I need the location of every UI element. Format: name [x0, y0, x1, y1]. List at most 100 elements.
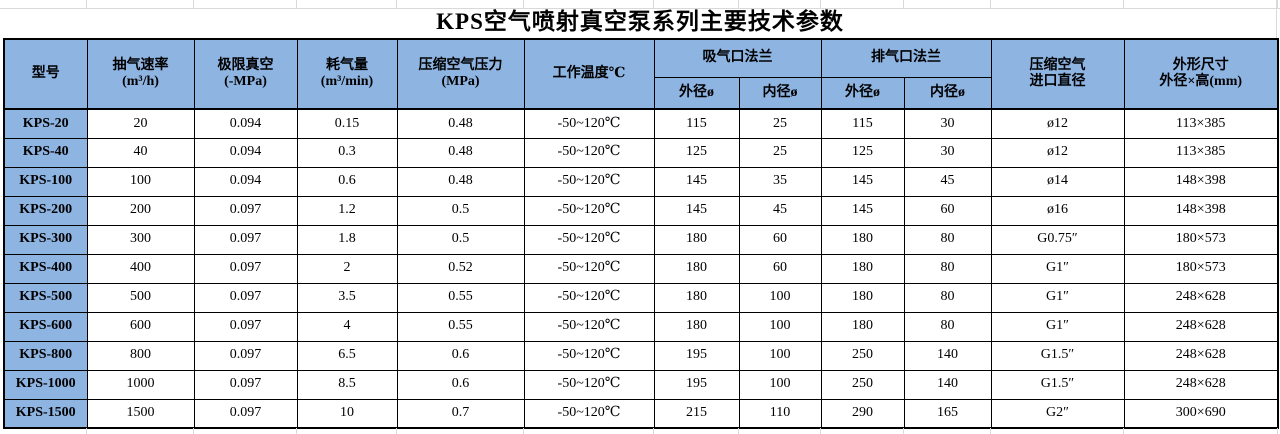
gridline — [738, 0, 739, 8]
cell-ultimate-vacuum: 0.097 — [193, 253, 298, 284]
cell-air-consumption: 2 — [296, 253, 398, 284]
cell-exhaust-inner-dia: 140 — [903, 369, 992, 400]
cell-exhaust-inner-dia: 30 — [903, 137, 992, 168]
cell-model: KPS-1500 — [3, 398, 88, 429]
gridline — [990, 0, 991, 8]
cell-dimensions: 300×690 — [1123, 398, 1279, 429]
cell-exhaust-outer-dia: 115 — [820, 108, 905, 139]
table-row: KPS-600 600 0.097 4 0.55 -50~120℃ 180 100 180 80 G… — [3, 311, 1279, 342]
cell-ultimate-vacuum: 0.097 — [193, 340, 298, 371]
gridline — [1123, 428, 1124, 434]
cell-dimensions: 248×628 — [1123, 282, 1279, 313]
page-title: KPS空气喷射真空泵系列主要技术参数 — [436, 9, 844, 34]
cell-pumping-speed: 300 — [86, 224, 195, 255]
cell-exhaust-inner-dia: 45 — [903, 166, 992, 197]
cell-ultimate-vacuum: 0.097 — [193, 282, 298, 313]
table-row: KPS-40 40 0.094 0.3 0.48 -50~120℃ 125 25 125 30 ø1… — [3, 137, 1279, 168]
gridline — [990, 428, 991, 434]
gridline — [820, 428, 821, 434]
cell-air-consumption: 10 — [296, 398, 398, 429]
gridline — [1277, 428, 1278, 434]
header-suction-outer-dia: 外径ø — [653, 76, 740, 110]
cell-ultimate-vacuum: 0.097 — [193, 398, 298, 429]
cell-dimensions: 248×628 — [1123, 311, 1279, 342]
cell-exhaust-inner-dia: 80 — [903, 311, 992, 342]
cell-suction-outer-dia: 215 — [653, 398, 740, 429]
cell-model: KPS-200 — [3, 195, 88, 226]
cell-suction-inner-dia: 100 — [738, 369, 822, 400]
cell-dimensions: 113×385 — [1123, 108, 1279, 139]
gridline — [820, 0, 821, 8]
cell-air-consumption: 1.2 — [296, 195, 398, 226]
cell-model: KPS-800 — [3, 340, 88, 371]
cell-air-consumption: 3.5 — [296, 282, 398, 313]
cell-dimensions: 248×628 — [1123, 369, 1279, 400]
cell-exhaust-inner-dia: 165 — [903, 398, 992, 429]
gridline — [903, 0, 904, 8]
cell-exhaust-inner-dia: 140 — [903, 340, 992, 371]
header-pumping-speed: 抽气速率 (m³/h) — [86, 38, 195, 110]
cell-compressed-air-pressure: 0.7 — [396, 398, 525, 429]
header-exhaust-flange: 排气口法兰 — [820, 38, 992, 78]
header-air-consumption: 耗气量 (m³/min) — [296, 38, 398, 110]
cell-working-temperature: -50~120℃ — [523, 340, 655, 371]
cell-exhaust-outer-dia: 250 — [820, 369, 905, 400]
cell-working-temperature: -50~120℃ — [523, 311, 655, 342]
cell-exhaust-inner-dia: 80 — [903, 253, 992, 284]
sheet-edge-gridline — [1276, 0, 1277, 38]
cell-ultimate-vacuum: 0.094 — [193, 108, 298, 139]
cell-model: KPS-40 — [3, 137, 88, 168]
cell-pumping-speed: 500 — [86, 282, 195, 313]
table-row: KPS-100 100 0.094 0.6 0.48 -50~120℃ 145 35 145 45… — [3, 166, 1279, 197]
cell-exhaust-outer-dia: 290 — [820, 398, 905, 429]
sheet-gridlines-bottom — [0, 428, 1280, 434]
cell-air-consumption: 8.5 — [296, 369, 398, 400]
cell-compressed-air-pressure: 0.6 — [396, 340, 525, 371]
cell-exhaust-outer-dia: 180 — [820, 224, 905, 255]
cell-pumping-speed: 600 — [86, 311, 195, 342]
cell-exhaust-outer-dia: 145 — [820, 166, 905, 197]
cell-suction-inner-dia: 25 — [738, 108, 822, 139]
header-model: 型号 — [3, 38, 88, 110]
cell-suction-inner-dia: 100 — [738, 282, 822, 313]
cell-model: KPS-1000 — [3, 369, 88, 400]
header-dimensions: 外形尺寸 外径×高(mm) — [1123, 38, 1279, 110]
cell-suction-inner-dia: 100 — [738, 311, 822, 342]
cell-suction-outer-dia: 195 — [653, 340, 740, 371]
cell-exhaust-outer-dia: 250 — [820, 340, 905, 371]
cell-model: KPS-600 — [3, 311, 88, 342]
table-row: KPS-200 200 0.097 1.2 0.5 -50~120℃ 145 45 145 60 ø… — [3, 195, 1279, 226]
cell-compressed-air-pressure: 0.5 — [396, 195, 525, 226]
cell-exhaust-inner-dia: 80 — [903, 224, 992, 255]
cell-model: KPS-400 — [3, 253, 88, 284]
cell-model: KPS-300 — [3, 224, 88, 255]
cell-air-consumption: 0.6 — [296, 166, 398, 197]
gridline — [193, 428, 194, 434]
cell-dimensions: 113×385 — [1123, 137, 1279, 168]
cell-dimensions: 148×398 — [1123, 195, 1279, 226]
cell-model: KPS-500 — [3, 282, 88, 313]
cell-suction-inner-dia: 35 — [738, 166, 822, 197]
gridline — [1123, 0, 1124, 8]
cell-suction-inner-dia: 25 — [738, 137, 822, 168]
cell-working-temperature: -50~120℃ — [523, 137, 655, 168]
cell-air-inlet-dia: ø12 — [990, 137, 1125, 168]
cell-exhaust-outer-dia: 145 — [820, 195, 905, 226]
cell-compressed-air-pressure: 0.5 — [396, 224, 525, 255]
table-row: KPS-20 20 0.094 0.15 0.48 -50~120℃ 115 25 115 30 ø… — [3, 108, 1279, 139]
cell-exhaust-outer-dia: 180 — [820, 253, 905, 284]
header-air-inlet-dia: 压缩空气 进口直径 — [990, 38, 1125, 110]
cell-compressed-air-pressure: 0.55 — [396, 282, 525, 313]
cell-suction-outer-dia: 195 — [653, 369, 740, 400]
cell-ultimate-vacuum: 0.097 — [193, 224, 298, 255]
cell-working-temperature: -50~120℃ — [523, 195, 655, 226]
cell-exhaust-outer-dia: 180 — [820, 311, 905, 342]
gridline — [738, 428, 739, 434]
cell-suction-outer-dia: 180 — [653, 253, 740, 284]
gridline — [296, 0, 297, 8]
gridline — [193, 0, 194, 8]
cell-air-consumption: 4 — [296, 311, 398, 342]
cell-working-temperature: -50~120℃ — [523, 369, 655, 400]
cell-model: KPS-100 — [3, 166, 88, 197]
